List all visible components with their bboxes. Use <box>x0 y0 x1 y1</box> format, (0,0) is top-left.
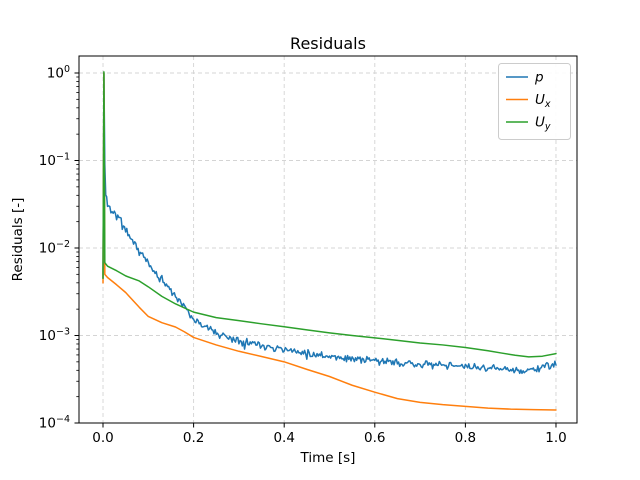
x-tick-label: 0.2 <box>183 430 204 446</box>
y-tick-label: 10−3 <box>39 326 70 344</box>
x-tick-label: 0.4 <box>273 430 294 446</box>
legend-label-p: p <box>534 70 544 86</box>
x-axis-label: Time [s] <box>300 450 356 466</box>
axis-tick-labels: 0.0 0.2 0.4 0.6 0.8 1.0 100 10−1 10−2 10−3 10−4 <box>39 64 567 446</box>
y-tick-label: 10−4 <box>39 414 70 432</box>
x-tick-label: 0.6 <box>364 430 385 446</box>
chart-title: Residuals <box>290 34 366 53</box>
series-line-p <box>102 72 557 375</box>
series-layer <box>102 71 557 411</box>
legend-label-Ux: Ux <box>535 92 551 110</box>
x-tick-label: 0.8 <box>455 430 476 446</box>
legend-frame <box>498 63 571 140</box>
axis-ticks <box>74 72 557 428</box>
y-axis-label: Residuals [-] <box>10 198 26 282</box>
y-tick-label: 100 <box>47 64 70 82</box>
legend-label-Uy: Uy <box>535 115 551 133</box>
axes-frame <box>78 55 578 424</box>
series-line-Ux <box>102 72 557 411</box>
y-tick-label: 10−1 <box>39 151 70 169</box>
series-line-Uy <box>102 71 557 358</box>
legend: p Ux Uy <box>498 63 571 140</box>
x-tick-label: 1.0 <box>545 430 566 446</box>
x-tick-label: 0.0 <box>92 430 113 446</box>
y-tick-label: 10−2 <box>39 239 70 257</box>
